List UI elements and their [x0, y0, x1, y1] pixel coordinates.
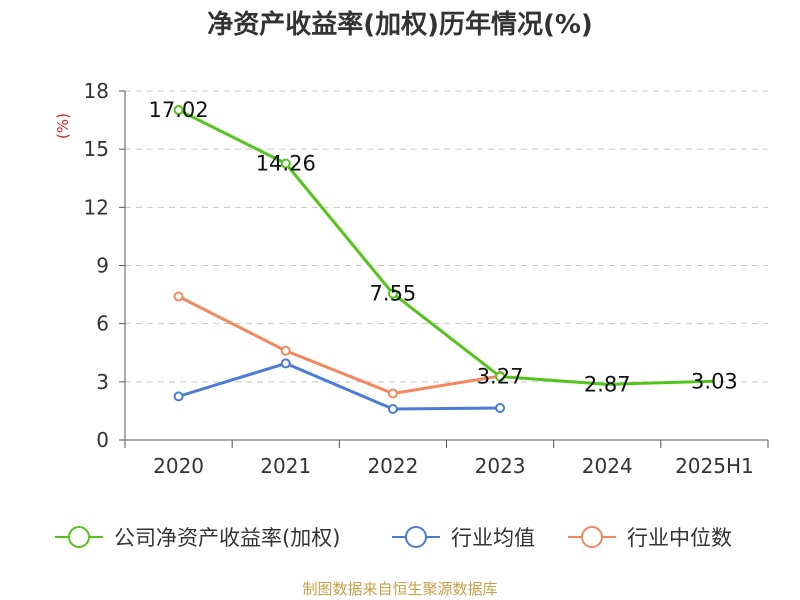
legend-marker [68, 526, 90, 548]
series-lines [173, 105, 715, 414]
data-label: 7.55 [370, 282, 417, 306]
legend-marker [405, 526, 427, 548]
data-point [173, 391, 184, 402]
x-tick-label: 2024 [582, 454, 633, 478]
y-tick-label: 9 [96, 254, 109, 278]
chart-title: 净资产收益率(加权)历年情况(%) [207, 10, 593, 40]
source-note: 制图数据来自恒生聚源数据库 [302, 580, 498, 598]
x-tick-label: 2023 [475, 454, 526, 478]
legend-label: 公司净资产收益率(加权) [114, 526, 340, 550]
data-point [280, 358, 291, 369]
data-point [173, 105, 184, 116]
x-tick-label: 2025H1 [675, 454, 754, 478]
data-point [387, 388, 398, 399]
data-labels: 17.02 14.26 7.55 3.27 2.87 3.03 [149, 98, 738, 396]
series-line [177, 108, 715, 386]
y-tick-label: 15 [84, 137, 109, 161]
y-tick-label: 3 [96, 370, 109, 394]
data-label: 2.87 [584, 372, 631, 396]
legend-label: 行业中位数 [627, 526, 732, 550]
y-tick-label: 18 [84, 79, 109, 103]
data-point [280, 345, 291, 356]
series-line [177, 295, 501, 395]
legend-marker [581, 526, 603, 548]
x-tick-label: 2022 [367, 454, 418, 478]
grid-lines [125, 90, 768, 383]
x-tick-label: 2020 [153, 454, 204, 478]
legend-label: 行业均值 [451, 526, 535, 550]
data-label: 3.27 [477, 365, 524, 389]
data-point [173, 291, 184, 302]
y-axis-label: (%) [54, 113, 72, 139]
y-tick-label: 6 [96, 312, 109, 336]
data-point [280, 158, 291, 169]
data-label: 14.26 [256, 152, 316, 176]
x-tick-label: 2021 [260, 454, 311, 478]
data-point [495, 371, 506, 382]
series-line [178, 361, 501, 411]
data-label: 3.03 [691, 369, 738, 393]
data-point [387, 288, 398, 299]
y-tick-label: 0 [96, 428, 109, 452]
data-label: 17.02 [149, 98, 209, 122]
legend: 公司净资产收益率(加权) 行业均值 行业中位数 [55, 526, 732, 550]
y-tick-label: 12 [84, 195, 109, 219]
data-point [495, 403, 506, 414]
data-point [387, 403, 398, 414]
axes: 0 3 6 9 12 15 18 (%) 2020 2021 2022 2023 2024 2025H1 [54, 79, 769, 478]
